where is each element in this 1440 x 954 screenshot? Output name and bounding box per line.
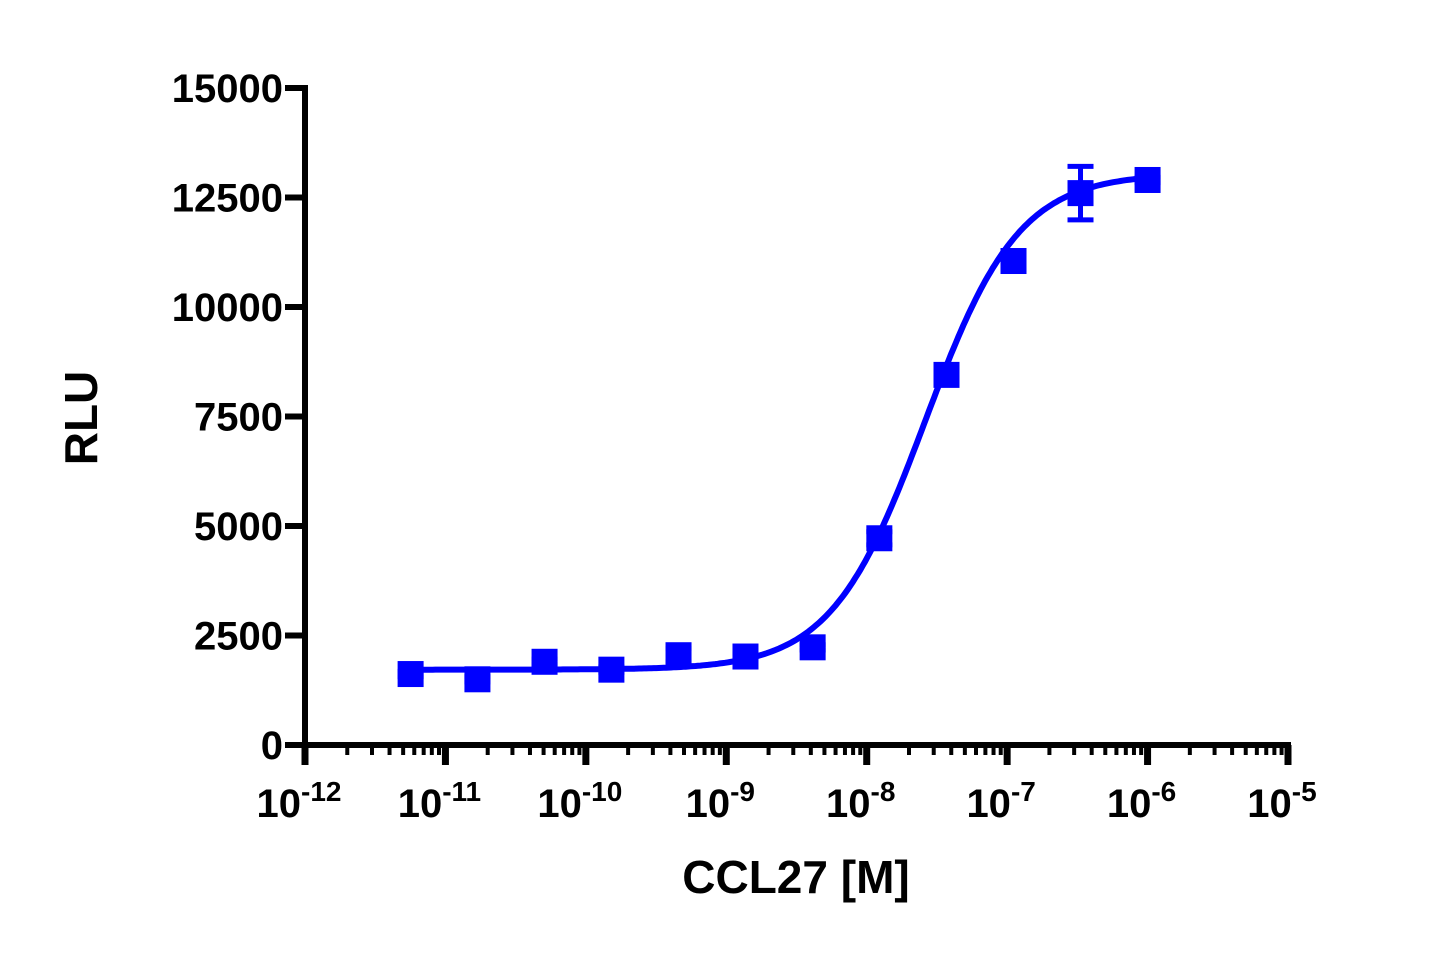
data-point bbox=[866, 525, 893, 552]
x-tick-label: 10-8 bbox=[826, 776, 895, 826]
point-marker bbox=[799, 634, 826, 661]
axes: 0 2500 5000 7500 10000 12500 15000 10-12 10-11 10… bbox=[172, 67, 1317, 826]
y-tick-label: 5000 bbox=[194, 505, 283, 549]
data-point bbox=[732, 643, 759, 670]
x-tick-label: 10-6 bbox=[1107, 776, 1176, 826]
point-marker bbox=[397, 661, 424, 688]
y-tick-label: 7500 bbox=[194, 396, 283, 440]
x-axis-title: CCL27 [M] bbox=[682, 851, 909, 903]
x-tick-label: 10-11 bbox=[398, 776, 481, 826]
fit-curve-group bbox=[410, 174, 1148, 673]
y-axis-title: RLU bbox=[55, 371, 107, 466]
data-point bbox=[397, 661, 424, 688]
x-tick-label: 10-7 bbox=[966, 776, 1035, 826]
point-marker bbox=[464, 666, 491, 693]
point-marker bbox=[531, 648, 558, 675]
x-tick-label: 10-12 bbox=[257, 776, 342, 826]
x-tick-label: 10-9 bbox=[686, 776, 755, 826]
point-marker bbox=[1067, 180, 1094, 207]
y-tick-label: 15000 bbox=[172, 67, 283, 111]
point-marker bbox=[1000, 248, 1027, 275]
fit-curve bbox=[410, 174, 1148, 673]
data-points bbox=[397, 163, 1161, 693]
x-tick-label: 10-5 bbox=[1247, 776, 1316, 826]
data-point bbox=[665, 642, 692, 669]
y-tick-label: 12500 bbox=[172, 177, 283, 221]
y-tick-label: 10000 bbox=[172, 286, 283, 330]
data-point bbox=[1000, 248, 1027, 275]
y-tick-label: 0 bbox=[261, 724, 283, 768]
data-point bbox=[531, 648, 558, 675]
point-marker bbox=[866, 525, 893, 552]
x-tick-label: 10-10 bbox=[537, 776, 622, 826]
point-marker bbox=[598, 656, 625, 683]
point-marker bbox=[732, 643, 759, 670]
point-marker bbox=[933, 361, 960, 388]
point-marker bbox=[665, 642, 692, 669]
data-point bbox=[1134, 166, 1161, 193]
data-point bbox=[933, 361, 960, 388]
data-point bbox=[464, 666, 491, 693]
data-point bbox=[799, 634, 826, 661]
y-tick-label: 2500 bbox=[194, 615, 283, 659]
data-point bbox=[1067, 163, 1094, 223]
data-point bbox=[598, 656, 625, 683]
point-marker bbox=[1134, 166, 1161, 193]
